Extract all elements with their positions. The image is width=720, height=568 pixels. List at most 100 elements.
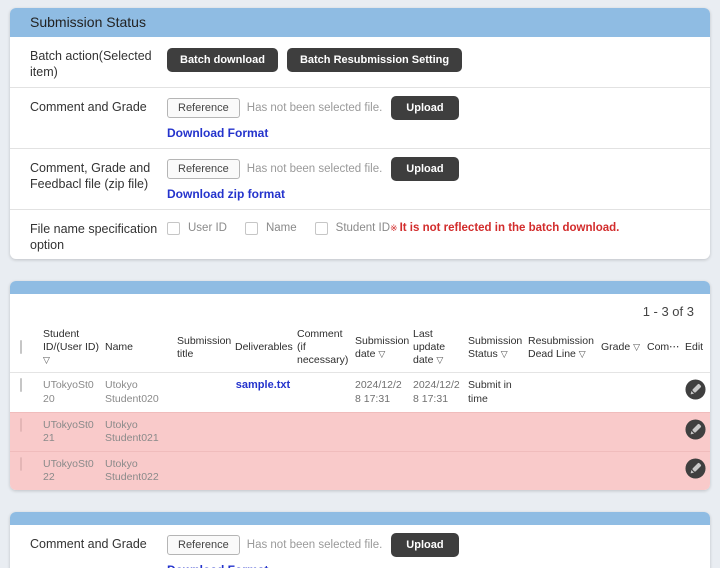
row-checkbox[interactable]: [20, 417, 22, 432]
comment-grade-row: Comment and Grade Reference Has not been…: [10, 525, 710, 568]
user-id-checkbox[interactable]: [167, 221, 180, 235]
column-header-submission_title: Submission title: [177, 334, 232, 360]
cell-student_id: UTokyoSt021: [43, 418, 94, 444]
batch-download-button[interactable]: Batch download: [167, 48, 278, 72]
batch-action-row: Batch action(Selected item) Batch downlo…: [10, 37, 710, 87]
cell-name: Utokyo Student021: [105, 418, 159, 444]
cell-edit: [682, 412, 710, 451]
pencil-icon: [685, 379, 706, 400]
sort-icon[interactable]: ▽: [578, 348, 586, 359]
upload-button[interactable]: Upload: [391, 95, 459, 120]
edit-button[interactable]: [685, 419, 706, 443]
panel-title: Submission Status: [10, 8, 710, 37]
cell-comment: [294, 412, 352, 451]
cell-com: [644, 451, 682, 490]
download-format-link[interactable]: Download Format: [167, 563, 268, 568]
upload-button[interactable]: Upload: [391, 533, 459, 558]
name-checkbox-label: Name: [265, 222, 297, 234]
table-row: UTokyoSt020 Utokyo Student020 sample.txt 20…: [10, 372, 710, 412]
column-header-resubmission_deadline[interactable]: Resubmission Dead Line ▽: [528, 334, 594, 360]
column-header-name: Name: [105, 341, 134, 354]
panel-accent-bar: [10, 281, 710, 294]
cell-submission_title: [174, 373, 232, 412]
column-header-com: Com⋯: [647, 341, 680, 354]
cell-submission_status: Submit in time: [468, 379, 512, 405]
sort-icon[interactable]: ▽: [436, 355, 444, 366]
cell-resubmission_deadline: [525, 373, 598, 412]
download-format-link[interactable]: Download Format: [167, 125, 269, 140]
cell-submission_date: [352, 451, 410, 490]
cell-submission_title: [174, 412, 232, 451]
panel-accent-bar: [10, 512, 710, 526]
column-header-submission_date[interactable]: Submission date ▽: [355, 334, 410, 360]
batch-download-note: It is not reflected in the batch downloa…: [399, 222, 620, 234]
cell-com: [644, 412, 682, 451]
cell-last_update_date: 2024/12/28 17:31: [413, 379, 460, 405]
cell-comment: [294, 373, 352, 412]
column-header-select: [10, 323, 40, 373]
select-all-checkbox[interactable]: [20, 340, 22, 355]
batch-action-label: Batch action(Selected item): [30, 49, 152, 80]
row-checkbox[interactable]: [20, 378, 22, 393]
pencil-icon: [685, 458, 706, 479]
comment-grade-label: Comment and Grade: [30, 537, 147, 552]
cell-last_update_date: [410, 451, 465, 490]
reference-button[interactable]: Reference: [167, 97, 240, 118]
sort-icon[interactable]: ▽: [633, 342, 641, 353]
sort-icon[interactable]: ▽: [378, 348, 386, 359]
reference-button[interactable]: Reference: [167, 158, 240, 179]
upload-button[interactable]: Upload: [391, 156, 459, 181]
table-row: UTokyoSt022 Utokyo Student022: [10, 451, 710, 491]
deliverable-link[interactable]: sample.txt: [235, 379, 291, 392]
cell-student_id: UTokyoSt020: [43, 379, 94, 405]
user-id-checkbox-label: User ID: [188, 222, 227, 234]
column-header-submission_status[interactable]: Submission Status ▽: [468, 334, 523, 360]
note-mark: ※: [390, 222, 398, 233]
comment-grade-row: Comment and Grade Reference Has not been…: [10, 86, 710, 148]
reference-button[interactable]: Reference: [167, 535, 240, 556]
submission-table: Student ID/(User ID) ▽ Name Submission tit…: [10, 323, 710, 491]
cell-submission_date: [352, 412, 410, 451]
row-checkbox[interactable]: [20, 456, 22, 471]
zip-file-row: Comment, Grade and Feedbacl file (zip fi…: [10, 147, 710, 209]
column-header-deliverables: Deliverables: [235, 341, 293, 354]
filename-option-row: File name specification option User ID N…: [10, 208, 710, 260]
cell-deliverables: [232, 451, 294, 490]
student-id-checkbox[interactable]: [314, 221, 328, 235]
bottom-upload-panel: Comment and Grade Reference Has not been…: [10, 512, 710, 568]
cell-edit: [682, 373, 710, 412]
comment-grade-label: Comment and Grade: [30, 99, 147, 114]
no-file-text: Has not been selected file.: [246, 162, 383, 175]
student-id-checkbox-label: Student ID: [335, 222, 391, 234]
cell-comment: [294, 451, 352, 490]
cell-submission_date: 2024/12/28 17:31: [355, 379, 402, 405]
cell-resubmission_deadline: [525, 412, 598, 451]
pencil-icon: [685, 419, 706, 440]
cell-deliverables: [232, 412, 294, 451]
cell-last_update_date: [410, 412, 465, 451]
pagination-status: 1 - 3 of 3: [642, 304, 694, 319]
sort-icon[interactable]: ▽: [43, 355, 50, 366]
cell-submission_status: [465, 412, 525, 451]
column-header-last_update_date[interactable]: Last update date ▽: [413, 328, 446, 367]
cell-submission_status: [465, 451, 525, 490]
column-header-comment: Comment (if necessary): [297, 328, 349, 367]
batch-resubmission-setting-button[interactable]: Batch Resubmission Setting: [286, 48, 463, 72]
download-zip-format-link[interactable]: Download zip format: [167, 186, 285, 201]
cell-grade: [598, 412, 644, 451]
cell-select: [10, 373, 40, 412]
cell-grade: [598, 373, 644, 412]
name-checkbox[interactable]: [244, 221, 258, 235]
column-header-grade[interactable]: Grade ▽: [601, 341, 641, 354]
column-header-student_id[interactable]: Student ID/(User ID) ▽: [43, 328, 99, 366]
no-file-text: Has not been selected file.: [246, 101, 383, 114]
cell-student_id: UTokyoSt022: [43, 457, 94, 483]
submission-status-panel: Submission Status Batch action(Selected …: [10, 8, 710, 259]
edit-button[interactable]: [685, 458, 706, 482]
cell-select: [10, 412, 40, 451]
edit-button[interactable]: [685, 379, 706, 403]
cell-grade: [598, 451, 644, 490]
sort-icon[interactable]: ▽: [500, 348, 508, 359]
filename-option-label: File name specification option: [30, 221, 158, 252]
table-row: UTokyoSt021 Utokyo Student021: [10, 412, 710, 452]
